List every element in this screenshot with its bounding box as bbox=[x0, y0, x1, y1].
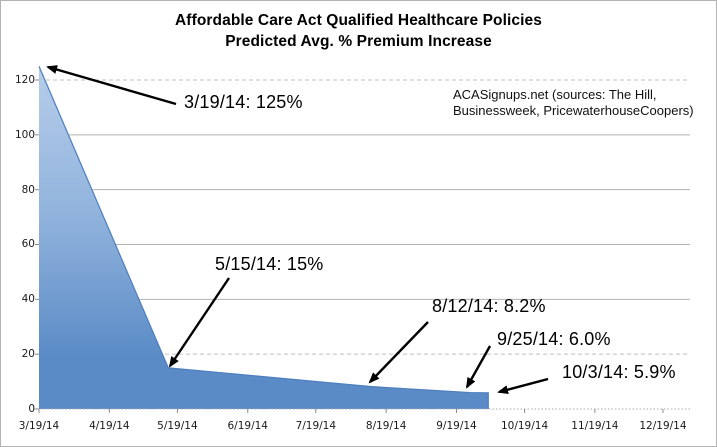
y-tick-label: 60 bbox=[21, 238, 35, 251]
y-tick-label: 0 bbox=[28, 403, 35, 415]
area-series-edge bbox=[38, 66, 489, 409]
y-tick-label: 120 bbox=[14, 73, 35, 86]
y-tick-label: 80 bbox=[21, 183, 35, 196]
x-tick-label: 7/19/14 bbox=[295, 420, 337, 432]
source-note-line1: ACASignups.net (sources: The Hill, bbox=[453, 87, 657, 102]
x-tick-label: 10/19/14 bbox=[500, 420, 549, 432]
x-tick-label: 6/19/14 bbox=[227, 420, 268, 432]
annotation-arrow-4 bbox=[497, 377, 549, 395]
x-tick-label: 8/19/14 bbox=[365, 420, 407, 432]
annotation-label: 9/25/14: 6.0% bbox=[497, 329, 611, 349]
area-series bbox=[39, 66, 489, 409]
y-tick-label: 100 bbox=[14, 128, 35, 141]
annotation-arrow-3 bbox=[465, 345, 492, 389]
chart-subtitle: Predicted Avg. % Premium Increase bbox=[225, 33, 492, 50]
x-tick-label: 11/19/14 bbox=[571, 420, 619, 432]
source-note-line2: Businessweek, PricewaterhouseCoopers) bbox=[453, 103, 694, 118]
annotation-arrow-0 bbox=[46, 65, 177, 106]
y-tick-label: 40 bbox=[21, 293, 35, 306]
annotation-label: 8/12/14: 8.2% bbox=[432, 296, 546, 316]
annotation-label: 3/19/14: 125% bbox=[184, 92, 303, 112]
x-tick-label: 4/19/14 bbox=[89, 420, 130, 432]
y-tick-label: 20 bbox=[21, 348, 35, 361]
annotation-label: 10/3/14: 5.9% bbox=[562, 362, 676, 382]
x-tick-label: 5/19/14 bbox=[157, 420, 198, 432]
annotation-arrow-1 bbox=[168, 277, 230, 368]
source-note: ACASignups.net (sources: The Hill, Busin… bbox=[453, 87, 694, 119]
chart-title: Affordable Care Act Qualified Healthcare… bbox=[175, 12, 542, 29]
x-tick-label: 12/19/14 bbox=[639, 420, 687, 432]
x-tick-label: 3/19/14 bbox=[18, 420, 60, 432]
x-tick-label: 9/19/14 bbox=[436, 420, 477, 432]
annotation-arrow-2 bbox=[368, 321, 429, 384]
annotation-label: 5/15/14: 15% bbox=[215, 254, 324, 274]
